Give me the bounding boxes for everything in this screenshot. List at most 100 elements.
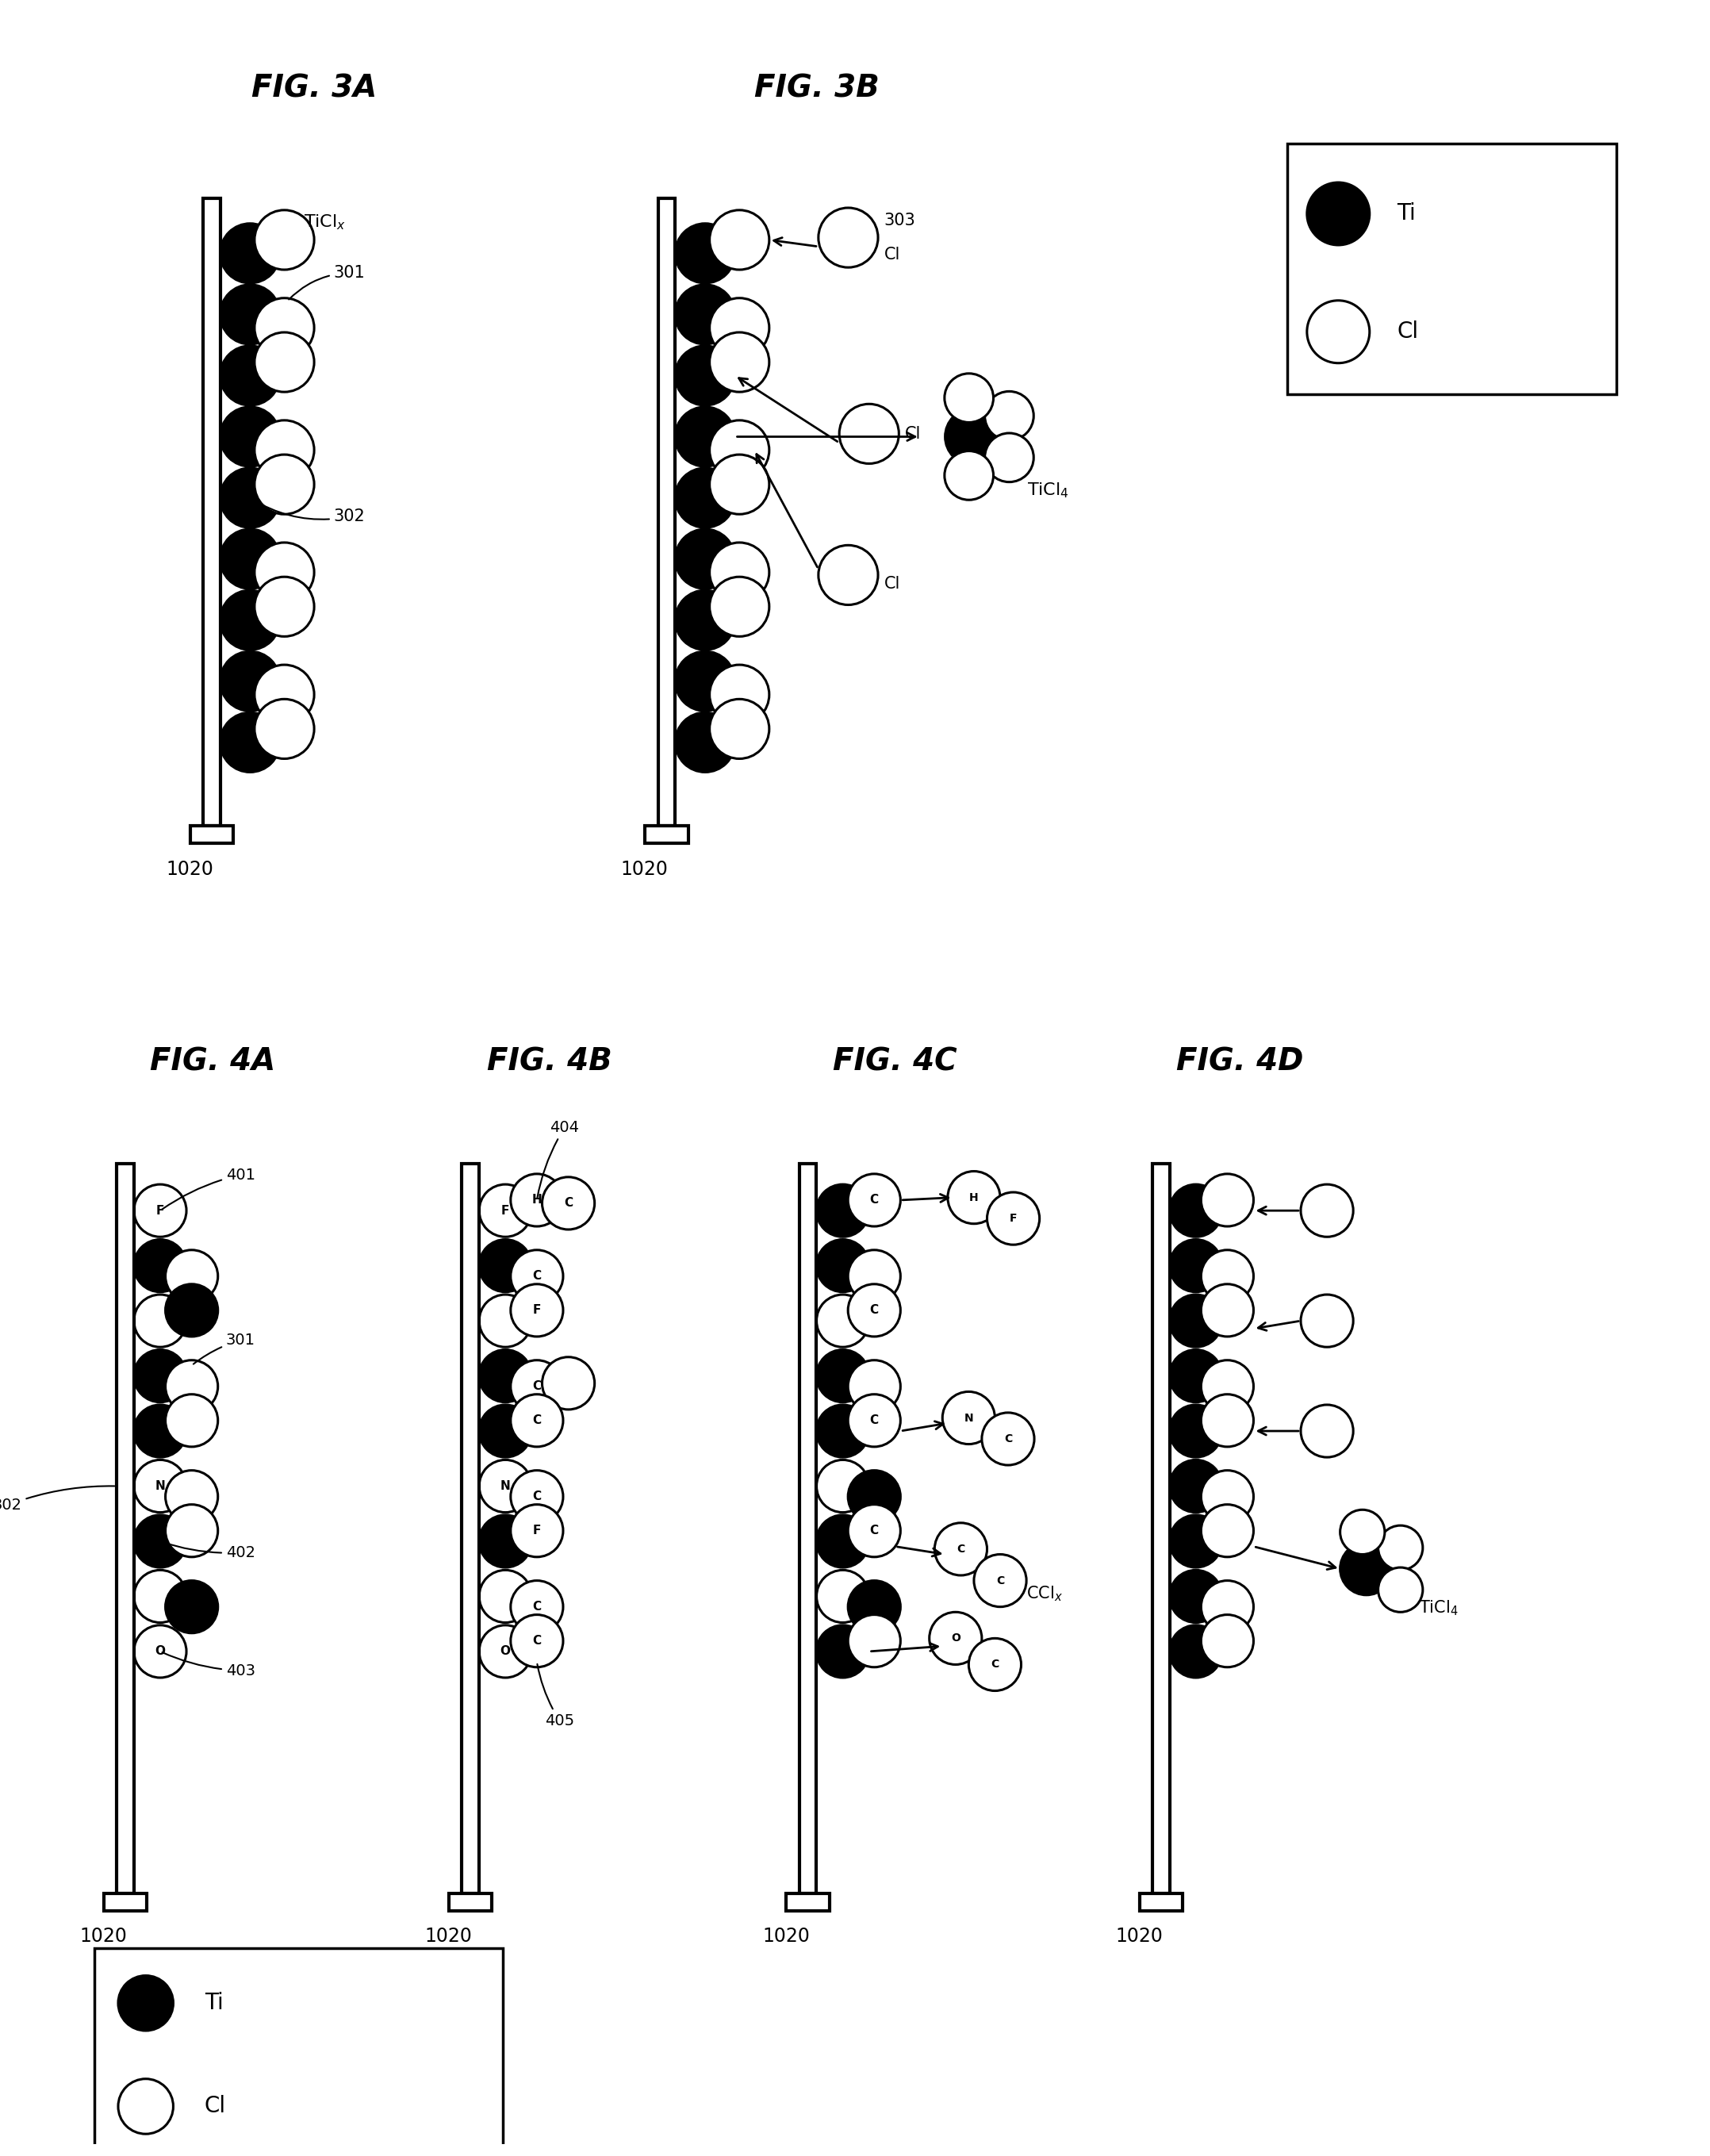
Circle shape <box>929 1613 982 1664</box>
Text: FIG. 4D: FIG. 4D <box>1176 1046 1303 1076</box>
Circle shape <box>133 1626 186 1677</box>
Circle shape <box>133 1184 186 1238</box>
Text: FIG. 4A: FIG. 4A <box>150 1046 275 1076</box>
Circle shape <box>848 1470 901 1522</box>
Text: 403: 403 <box>162 1651 255 1677</box>
Circle shape <box>710 209 770 270</box>
Circle shape <box>166 1250 217 1302</box>
Text: C: C <box>870 1304 879 1317</box>
Circle shape <box>133 1240 186 1291</box>
Text: 402: 402 <box>162 1542 255 1561</box>
Text: H: H <box>532 1194 542 1205</box>
Text: C: C <box>532 1634 542 1647</box>
Circle shape <box>1200 1580 1253 1632</box>
Circle shape <box>675 224 735 282</box>
Text: 1020: 1020 <box>621 860 669 880</box>
Text: FIG. 3A: FIG. 3A <box>251 73 378 103</box>
Text: Cl: Cl <box>884 246 899 263</box>
Circle shape <box>946 407 1002 466</box>
Circle shape <box>819 207 877 267</box>
Text: 301: 301 <box>193 1332 255 1365</box>
Text: O: O <box>156 1645 166 1658</box>
Circle shape <box>1200 1470 1253 1522</box>
Circle shape <box>816 1626 869 1677</box>
Circle shape <box>1170 1570 1223 1623</box>
Circle shape <box>1341 1542 1392 1595</box>
Text: N: N <box>501 1481 511 1492</box>
Circle shape <box>1378 1567 1423 1613</box>
Bar <box>1139 1893 1183 1910</box>
Circle shape <box>947 1171 1000 1225</box>
Circle shape <box>221 407 280 466</box>
Text: F: F <box>501 1205 510 1216</box>
Text: 405: 405 <box>537 1664 575 1729</box>
Circle shape <box>1170 1184 1223 1238</box>
Circle shape <box>1200 1360 1253 1412</box>
Circle shape <box>118 1975 173 2031</box>
Circle shape <box>848 1285 901 1337</box>
Circle shape <box>133 1350 186 1401</box>
Circle shape <box>968 1639 1021 1690</box>
Circle shape <box>542 1177 595 1229</box>
Circle shape <box>511 1615 563 1667</box>
Text: C: C <box>532 1380 542 1393</box>
Circle shape <box>1301 1406 1353 1457</box>
Text: 1020: 1020 <box>80 1927 127 1947</box>
Circle shape <box>479 1516 532 1567</box>
Circle shape <box>848 1173 901 1227</box>
Circle shape <box>511 1395 563 1447</box>
Circle shape <box>1170 1406 1223 1457</box>
Circle shape <box>935 1522 987 1576</box>
Circle shape <box>816 1570 869 1623</box>
Text: C: C <box>532 1602 542 1613</box>
Circle shape <box>944 451 994 500</box>
Circle shape <box>675 528 735 589</box>
Circle shape <box>1301 1294 1353 1348</box>
Circle shape <box>675 407 735 466</box>
Circle shape <box>710 699 770 759</box>
Circle shape <box>511 1360 563 1412</box>
Circle shape <box>985 433 1033 483</box>
Circle shape <box>479 1184 532 1238</box>
Circle shape <box>479 1460 532 1511</box>
Circle shape <box>255 332 315 392</box>
Bar <box>645 826 687 843</box>
Circle shape <box>816 1294 869 1348</box>
Circle shape <box>255 420 315 481</box>
Circle shape <box>675 711 735 772</box>
Text: F: F <box>534 1524 540 1537</box>
Circle shape <box>166 1580 217 1632</box>
Circle shape <box>1200 1173 1253 1227</box>
Text: C: C <box>870 1414 879 1427</box>
Text: TiCl$_4$: TiCl$_4$ <box>1419 1600 1459 1617</box>
Circle shape <box>1200 1615 1253 1667</box>
Circle shape <box>1200 1505 1253 1557</box>
Bar <box>104 1893 147 1910</box>
Circle shape <box>675 345 735 405</box>
Text: 401: 401 <box>162 1166 255 1210</box>
Circle shape <box>221 651 280 711</box>
Circle shape <box>944 373 994 423</box>
Circle shape <box>1341 1509 1385 1554</box>
Circle shape <box>255 298 315 358</box>
Circle shape <box>255 455 315 515</box>
Text: C: C <box>532 1490 542 1503</box>
Circle shape <box>1306 300 1370 362</box>
Text: Cl: Cl <box>905 427 922 442</box>
Circle shape <box>511 1580 563 1632</box>
Circle shape <box>819 545 877 606</box>
Circle shape <box>710 455 770 515</box>
Circle shape <box>710 332 770 392</box>
Circle shape <box>848 1395 901 1447</box>
Circle shape <box>479 1406 532 1457</box>
Circle shape <box>1200 1250 1253 1302</box>
Text: FIG. 3B: FIG. 3B <box>754 73 879 103</box>
Text: 1020: 1020 <box>763 1927 809 1947</box>
Text: F: F <box>534 1304 540 1317</box>
Circle shape <box>133 1406 186 1457</box>
Circle shape <box>479 1570 532 1623</box>
Text: FIG. 4C: FIG. 4C <box>833 1046 958 1076</box>
Bar <box>450 1893 492 1910</box>
Text: C: C <box>1004 1434 1012 1445</box>
Bar <box>799 1164 816 1893</box>
